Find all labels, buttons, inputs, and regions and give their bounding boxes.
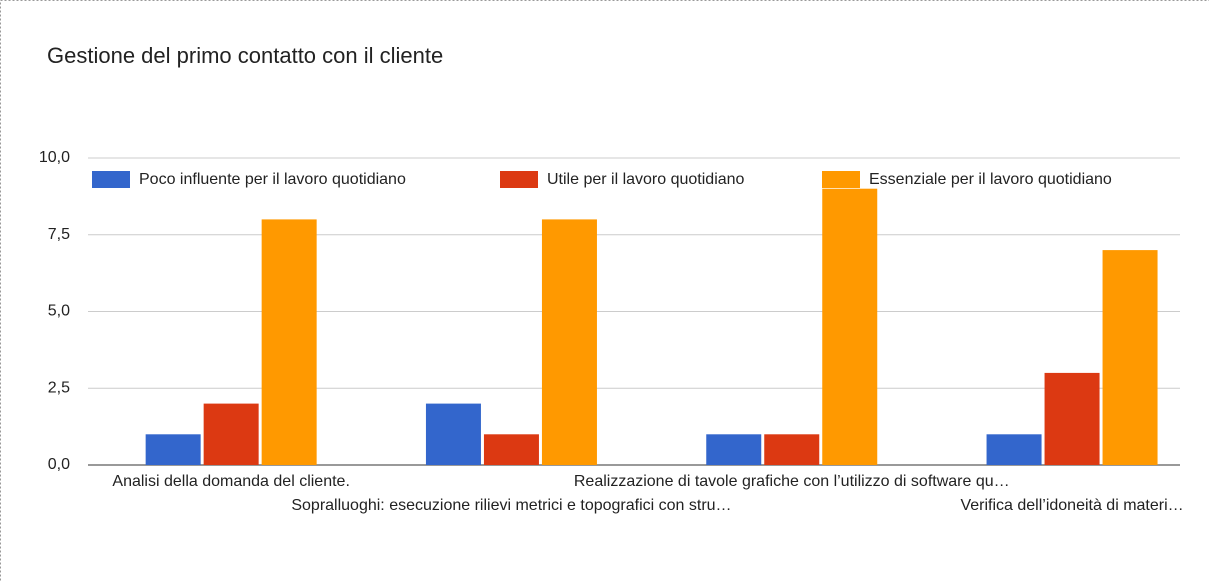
x-tick-label: Sopralluoghi: esecuzione rilievi metrici… xyxy=(291,497,731,514)
y-tick-label: 10,0 xyxy=(39,149,70,166)
legend-swatch xyxy=(92,171,130,188)
bar xyxy=(986,434,1042,465)
y-tick-label: 0,0 xyxy=(48,456,70,473)
x-tick-label: Realizzazione di tavole grafiche con l’u… xyxy=(574,473,1010,490)
bar xyxy=(541,219,597,465)
bar xyxy=(425,403,481,465)
legend-swatch xyxy=(822,171,860,188)
bar xyxy=(706,434,762,465)
legend-label: Essenziale per il lavoro quotidiano xyxy=(869,171,1112,188)
bar xyxy=(822,188,878,465)
chart-title: Gestione del primo contatto con il clien… xyxy=(47,43,443,68)
bar xyxy=(1044,372,1100,465)
bar xyxy=(261,219,317,465)
y-tick-label: 7,5 xyxy=(48,226,70,243)
bar xyxy=(483,434,539,465)
bar xyxy=(764,434,820,465)
bar xyxy=(1102,250,1158,465)
legend-label: Poco influente per il lavoro quotidiano xyxy=(139,171,406,188)
legend-swatch xyxy=(500,171,538,188)
legend-label: Utile per il lavoro quotidiano xyxy=(547,171,745,188)
bar xyxy=(203,403,259,465)
y-tick-label: 5,0 xyxy=(48,303,70,320)
x-tick-label: Analisi della domanda del cliente. xyxy=(112,473,349,490)
y-tick-label: 2,5 xyxy=(48,379,70,396)
bar xyxy=(145,434,201,465)
x-tick-label: Verifica dell’idoneità di materi… xyxy=(960,497,1183,514)
